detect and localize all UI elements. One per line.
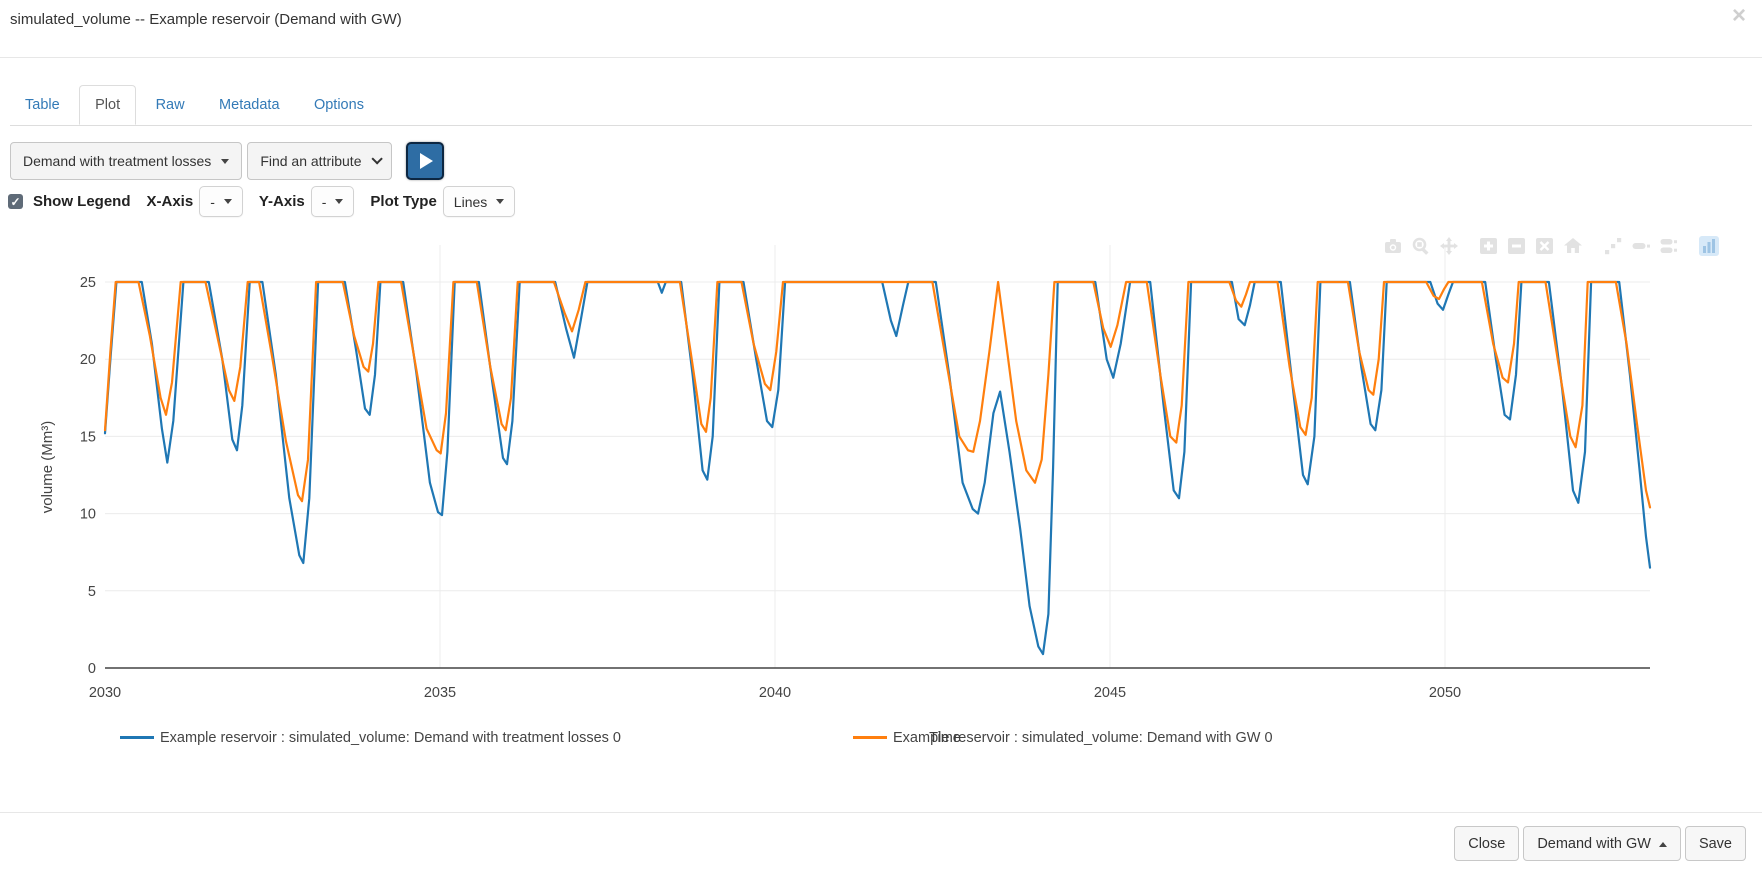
x-axis-label: X-Axis [146,193,194,210]
show-legend-checkbox[interactable]: ✓ [8,194,23,209]
plotly-logo-icon[interactable] [1699,236,1719,256]
x-axis-title: Time [929,730,961,746]
legend-label-0[interactable]: Example reservoir : simulated_volume: De… [160,730,621,746]
chevron-down-icon [371,153,384,165]
x-tick-label: 2040 [759,685,791,701]
series-line-1 [103,280,1652,509]
zoom-in-icon[interactable] [1479,236,1499,256]
plot-type-dropdown[interactable]: Lines [442,186,516,217]
plot-type-label: Plot Type [370,193,437,210]
zoom-icon[interactable] [1411,236,1431,256]
y-tick-label: 20 [80,352,96,368]
plot-controls: ✓ Show Legend X-Axis - Y-Axis - Plot Typ… [8,186,521,217]
zoom-out-icon[interactable] [1507,236,1527,256]
autoscale-icon[interactable] [1535,236,1555,256]
reset-axes-icon[interactable] [1563,236,1583,256]
x-tick-label: 2035 [424,685,456,701]
scenario-dropdown[interactable]: Demand with treatment losses [10,142,243,180]
y-tick-label: 5 [88,584,96,600]
close-button[interactable]: Close [1454,826,1520,861]
tab-bar: Table Plot Raw Metadata Options [10,84,1752,126]
plotly-modebar [1383,236,1727,256]
footer-buttons: Close Demand with GW Save [1454,826,1746,861]
show-legend-label: Show Legend [33,193,131,210]
y-axis-title: volume (Mm³) [39,421,56,514]
x-tick-label: 2050 [1429,685,1461,701]
hover-compare-icon[interactable] [1659,236,1679,256]
header-divider [0,57,1762,58]
play-icon [420,153,434,169]
camera-icon[interactable] [1383,236,1403,256]
x-tick-label: 2030 [89,685,121,701]
caret-up-icon [1658,838,1667,847]
close-icon[interactable]: × [1731,2,1746,29]
hover-closest-icon[interactable] [1631,236,1651,256]
caret-down-icon [221,158,230,168]
tab-metadata[interactable]: Metadata [219,97,280,113]
y-tick-label: 10 [80,507,96,523]
pan-icon[interactable] [1439,236,1459,256]
tab-options[interactable]: Options [313,97,364,113]
line-chart: 0 5 10 15 20 25 2030 2035 2040 2045 2050 volume (Mm… [0,210,1762,770]
page-title: simulated_volume -- Example reservoir (D… [10,11,402,28]
series-line-0 [103,280,1652,656]
y-axis-dropdown[interactable]: - [310,186,355,217]
scenario-dropup-button[interactable]: Demand with GW [1523,826,1681,861]
tab-raw[interactable]: Raw [155,97,185,113]
footer-divider [0,812,1762,813]
x-tick-label: 2045 [1094,685,1126,701]
y-tick-label: 15 [80,429,96,445]
caret-down-icon [496,199,505,208]
legend-label-1[interactable]: Example reservoir : simulated_volume: De… [893,730,1273,746]
tab-table[interactable]: Table [25,97,60,113]
save-button[interactable]: Save [1684,826,1746,861]
y-axis-label: Y-Axis [258,193,305,210]
y-tick-label: 0 [88,661,96,677]
x-axis-dropdown[interactable]: - [199,186,243,217]
tab-plot[interactable]: Plot [79,85,137,125]
y-tick-label: 25 [80,275,96,291]
attribute-select[interactable]: Find an attribute [247,142,393,180]
plot-toolbar: Demand with treatment losses Find an att… [10,142,445,180]
caret-down-icon [335,199,344,208]
caret-down-icon [223,199,232,208]
run-plot-button[interactable] [406,142,445,180]
spikelines-icon[interactable] [1603,236,1623,256]
